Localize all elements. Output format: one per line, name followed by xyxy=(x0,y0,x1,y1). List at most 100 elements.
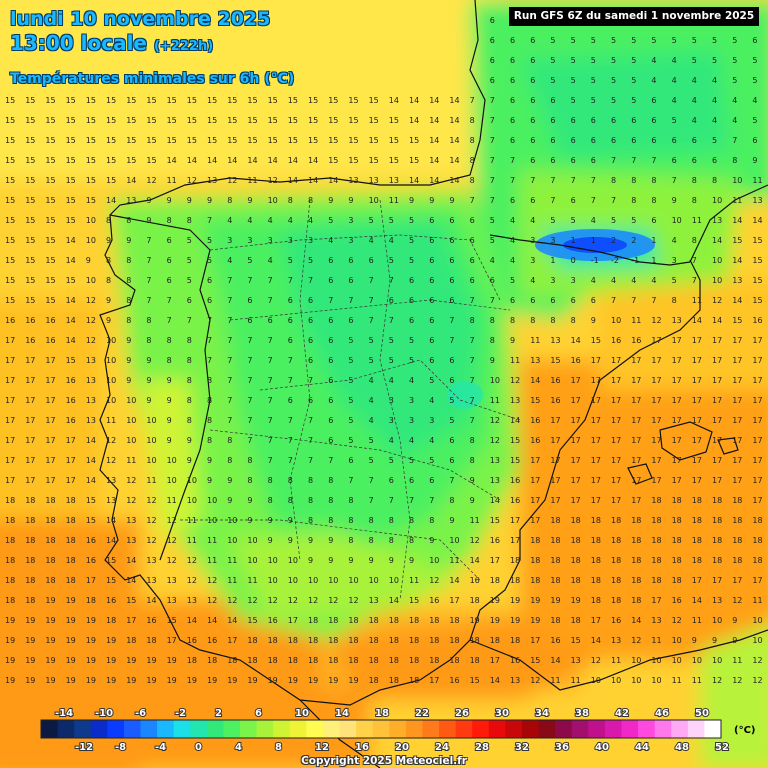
grid-value: 17 xyxy=(752,456,762,465)
grid-value: 19 xyxy=(66,676,76,685)
grid-value: 6 xyxy=(167,236,172,245)
grid-value: 7 xyxy=(268,336,273,345)
grid-value: 5 xyxy=(571,216,576,225)
grid-value: 14 xyxy=(409,96,419,105)
grid-value: 14 xyxy=(106,516,116,525)
grid-value: 5 xyxy=(247,256,252,265)
grid-value: 14 xyxy=(66,236,76,245)
grid-value: 6 xyxy=(328,396,333,405)
grid-value: 17 xyxy=(510,536,520,545)
grid-value: 12 xyxy=(227,596,237,605)
grid-value: 15 xyxy=(25,136,35,145)
grid-value: 18 xyxy=(409,616,419,625)
grid-value: 12 xyxy=(146,536,156,545)
grid-value: 17 xyxy=(752,336,762,345)
grid-value: 15 xyxy=(5,216,15,225)
grid-value: 6 xyxy=(530,36,535,45)
grid-value: 18 xyxy=(348,656,358,665)
grid-value: 17 xyxy=(672,436,682,445)
grid-value: 8 xyxy=(187,416,192,425)
legend-label-top: 2 xyxy=(215,708,222,719)
grid-value: 14 xyxy=(571,336,581,345)
grid-value: 15 xyxy=(187,136,197,145)
grid-value: 3 xyxy=(389,416,394,425)
grid-value: 15 xyxy=(5,116,15,125)
grid-value: 18 xyxy=(25,496,35,505)
grid-value: 17 xyxy=(45,416,55,425)
grid-value: 15 xyxy=(328,136,338,145)
grid-value: 12 xyxy=(86,336,96,345)
grid-value: 14 xyxy=(126,576,136,585)
grid-value: 17 xyxy=(692,456,702,465)
grid-value: 6 xyxy=(207,276,212,285)
grid-value: 11 xyxy=(106,416,116,425)
grid-value: 6 xyxy=(611,136,616,145)
grid-value: 6 xyxy=(550,116,555,125)
grid-value: 17 xyxy=(651,376,661,385)
grid-value: 12 xyxy=(591,656,601,665)
grid-value: 19 xyxy=(66,656,76,665)
grid-value: 2 xyxy=(611,236,616,245)
legend-swatch xyxy=(405,720,423,738)
grid-value: 15 xyxy=(5,276,15,285)
grid-value: 8 xyxy=(126,216,131,225)
grid-value: 7 xyxy=(288,356,293,365)
grid-value: 4 xyxy=(389,376,394,385)
grid-value: 18 xyxy=(692,536,702,545)
grid-value: 6 xyxy=(651,96,656,105)
grid-value: 18 xyxy=(470,636,480,645)
grid-value: 12 xyxy=(470,536,480,545)
grid-value: 7 xyxy=(288,376,293,385)
grid-value: 5 xyxy=(308,256,313,265)
grid-value: 4 xyxy=(389,436,394,445)
grid-value: 6 xyxy=(651,136,656,145)
grid-value: 6 xyxy=(470,236,475,245)
grid-value: 11 xyxy=(651,636,661,645)
grid-value: 14 xyxy=(187,156,197,165)
grid-value: 18 xyxy=(571,556,581,565)
grid-value: 6 xyxy=(288,316,293,325)
grid-value: 17 xyxy=(591,376,601,385)
grid-value: 3 xyxy=(389,396,394,405)
grid-value: 7 xyxy=(247,436,252,445)
grid-value: 18 xyxy=(207,656,217,665)
grid-value: 9 xyxy=(167,396,172,405)
grid-value: 15 xyxy=(25,156,35,165)
grid-value: 13 xyxy=(207,176,217,185)
legend-swatch xyxy=(206,720,224,738)
grid-value: 14 xyxy=(227,156,237,165)
grid-value: 10 xyxy=(591,676,601,685)
grid-value: 17 xyxy=(712,476,722,485)
grid-value: 14 xyxy=(126,556,136,565)
grid-value: 19 xyxy=(106,676,116,685)
grid-value: 8 xyxy=(348,496,353,505)
legend-label-bottom: 52 xyxy=(715,742,729,753)
grid-value: 18 xyxy=(571,516,581,525)
grid-value: 5 xyxy=(389,216,394,225)
grid-value: 11 xyxy=(530,336,540,345)
grid-value: 17 xyxy=(631,476,641,485)
grid-value: 4 xyxy=(268,216,273,225)
grid-value: 4 xyxy=(631,276,636,285)
grid-value: 18 xyxy=(611,516,621,525)
grid-value: 10 xyxy=(268,196,278,205)
grid-value: 5 xyxy=(692,36,697,45)
grid-value: 2 xyxy=(631,236,636,245)
grid-value: 18 xyxy=(651,556,661,565)
grid-value: 15 xyxy=(227,136,237,145)
grid-value: 5 xyxy=(348,396,353,405)
grid-value: 17 xyxy=(550,456,560,465)
grid-value: 17 xyxy=(510,516,520,525)
grid-value: 15 xyxy=(45,276,55,285)
grid-value: 17 xyxy=(672,356,682,365)
grid-value: 18 xyxy=(672,496,682,505)
grid-value: 17 xyxy=(752,496,762,505)
grid-value: 6 xyxy=(510,296,515,305)
grid-value: 15 xyxy=(5,136,15,145)
grid-value: 15 xyxy=(25,196,35,205)
grid-value: 9 xyxy=(187,196,192,205)
grid-value: 17 xyxy=(571,376,581,385)
grid-value: 17 xyxy=(651,596,661,605)
grid-value: 7 xyxy=(328,456,333,465)
grid-value: 13 xyxy=(86,416,96,425)
